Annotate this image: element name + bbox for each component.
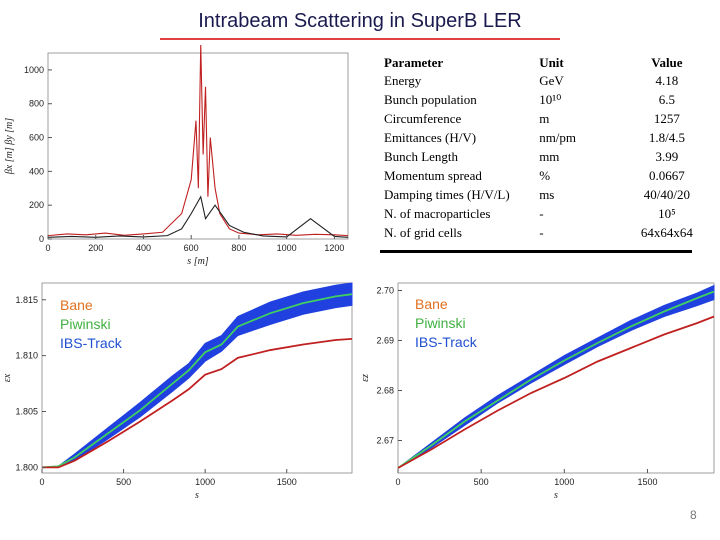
legend-ibs-track: IBS-Track <box>415 334 477 350</box>
cell-unit: nm/pm <box>539 130 577 145</box>
cell-parameter: Bunch Length <box>384 149 459 164</box>
parameter-table: Parameter Unit Value Energy GeV 4.18 Bunch … <box>380 55 720 242</box>
x-axis-label: s <box>554 490 558 501</box>
plot-frame <box>47 52 349 240</box>
x-tick-label: 0 <box>395 477 400 487</box>
table-row: Circumference m 1257 <box>380 109 720 128</box>
cell-value: 6.5 <box>658 92 676 107</box>
table-header-row: Parameter Unit Value <box>380 55 720 71</box>
x-tick-label: 1000 <box>195 477 215 487</box>
legend-left: Bane Piwinski IBS-Track <box>60 296 122 353</box>
header-value: Value <box>651 55 683 70</box>
table-row: Bunch population 10¹⁰ 6.5 <box>380 90 720 109</box>
cell-value: 4.18 <box>655 73 679 88</box>
table-row: Energy GeV 4.18 <box>380 71 720 90</box>
x-tick-label: 0 <box>45 243 50 253</box>
table-row: N. of macroparticles - 10⁵ <box>380 204 720 223</box>
series-line <box>397 315 715 469</box>
legend-bane: Bane <box>415 296 448 312</box>
cell-value: 64x64x64 <box>640 225 693 240</box>
y-tick-label: 1.805 <box>15 407 38 417</box>
series-line <box>41 293 353 469</box>
cell-value: 10⁵ <box>658 206 676 221</box>
x-axis-label: s <box>195 490 199 501</box>
x-tick-label: 1000 <box>554 477 574 487</box>
y-tick-label: 800 <box>29 99 44 109</box>
page-number: 8 <box>690 508 697 522</box>
y-tick-label: 400 <box>29 166 44 176</box>
cell-value: 40/40/20 <box>643 187 691 202</box>
cell-value: 1.8/4.5 <box>648 130 685 145</box>
table-row: N. of grid cells - 64x64x64 <box>380 223 720 242</box>
y-tick-label: 0 <box>39 234 44 244</box>
x-tick-label: 400 <box>136 243 151 253</box>
table-bottom-rule <box>380 250 692 253</box>
y-axis-label: βx [m] βy [m] <box>4 118 15 175</box>
y-tick-label: 200 <box>29 200 44 210</box>
x-axis-label: s [m] <box>187 256 209 267</box>
cell-parameter: Emittances (H/V) <box>384 130 477 145</box>
series-line <box>397 290 715 469</box>
cell-parameter: N. of grid cells <box>384 225 462 240</box>
cell-unit: ms <box>539 187 555 202</box>
series-line <box>42 337 353 469</box>
cell-value: 3.99 <box>655 149 679 164</box>
x-tick-label: 1500 <box>637 477 657 487</box>
y-tick-label: 600 <box>29 133 44 143</box>
cell-parameter: N. of macroparticles <box>384 206 491 221</box>
legend-right: Bane Piwinski IBS-Track <box>415 295 477 352</box>
cell-parameter: Momentum spread <box>384 168 482 183</box>
y-tick-label: 1.815 <box>15 295 38 305</box>
x-tick-label: 1000 <box>277 243 297 253</box>
header-parameter: Parameter <box>384 55 444 70</box>
table-row: Bunch Length mm 3.99 <box>380 147 720 166</box>
header-unit: Unit <box>539 55 564 70</box>
x-tick-label: 500 <box>116 477 131 487</box>
x-tick-label: 1200 <box>324 243 344 253</box>
y-tick-label: 2.70 <box>376 286 394 296</box>
x-tick-label: 200 <box>88 243 103 253</box>
table-row: Momentum spread% 0.0667 <box>380 166 720 185</box>
legend-piwinski: Piwinski <box>415 315 466 331</box>
cell-unit: mm <box>539 149 560 164</box>
series-line <box>47 195 349 238</box>
y-tick-label: 1000 <box>24 65 44 75</box>
cell-parameter: Damping times (H/V/L) <box>384 187 510 202</box>
x-tick-label: 1500 <box>277 477 297 487</box>
y-tick-label: 2.68 <box>376 386 394 396</box>
legend-piwinski: Piwinski <box>60 316 111 332</box>
table-row: Damping times (H/V/L) ms 40/40/20 <box>380 185 720 204</box>
y-tick-label: 1.800 <box>15 462 38 472</box>
y-tick-label: 2.69 <box>376 336 394 346</box>
cell-value: 1257 <box>653 111 680 126</box>
emittance-x-plot: 0 500 1000 1500 1.800 1.805 1.810 1.815 s εx <box>2 282 353 501</box>
x-tick-label: 0 <box>39 477 44 487</box>
table-row: Emittances (H/V) nm/pm 1.8/4.5 <box>380 128 720 147</box>
cell-unit: % <box>539 168 551 183</box>
y-axis-label: εx <box>2 373 13 382</box>
cell-unit: - <box>539 206 544 221</box>
y-tick-label: 1.810 <box>15 351 38 361</box>
emittance-z-plot: 0 500 1000 1500 2.67 2.68 2.69 2.70 s εz <box>360 282 715 501</box>
series-line <box>47 45 349 237</box>
cell-value: 0.0667 <box>649 168 685 183</box>
cell-unit: 10¹⁰ <box>539 92 562 107</box>
slide-title: Intrabeam Scattering in SuperB LER <box>198 10 522 32</box>
cell-unit: m <box>539 111 550 126</box>
legend-ibs-track: IBS-Track <box>60 335 122 351</box>
x-tick-label: 800 <box>231 243 246 253</box>
title-underline <box>160 38 560 40</box>
x-tick-label: 600 <box>184 243 199 253</box>
legend-bane: Bane <box>60 297 93 313</box>
cell-parameter: Energy <box>384 73 422 88</box>
cell-parameter: Circumference <box>384 111 462 126</box>
x-tick-label: 500 <box>474 477 489 487</box>
y-tick-label: 2.67 <box>376 436 394 446</box>
cell-unit: GeV <box>539 73 564 88</box>
y-axis-label: εz <box>360 374 371 382</box>
beta-function-plot: 0 200 400 600 800 1000 1200 0 200 400 600 800 1000 s … <box>4 45 349 267</box>
cell-parameter: Bunch population <box>384 92 477 107</box>
cell-unit: - <box>539 225 544 240</box>
